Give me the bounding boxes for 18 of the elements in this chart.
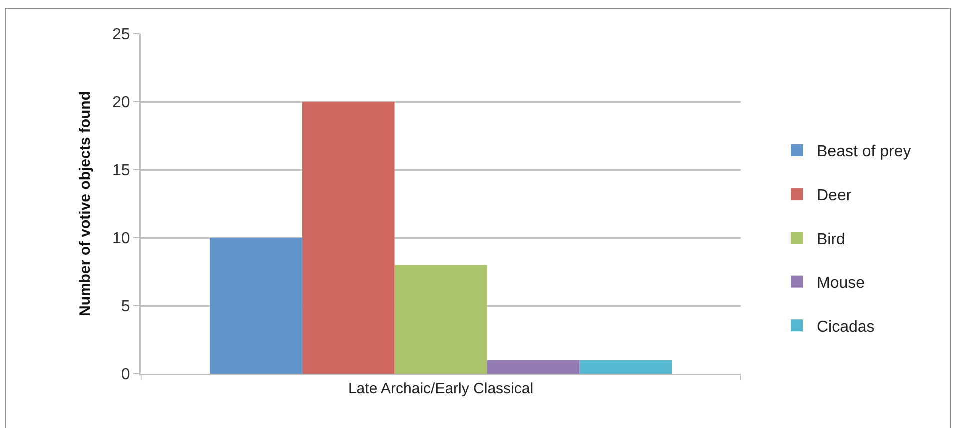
bar [487, 360, 580, 374]
legend-label: Cicadas [817, 318, 875, 336]
y-tick-label: 15 [112, 162, 130, 180]
bar [302, 102, 395, 374]
y-tick-label: 10 [112, 230, 130, 248]
bar [580, 360, 672, 374]
legend-label: Beast of prey [817, 144, 912, 161]
x-tick-label: Late Archaic/Early Classical [348, 380, 534, 398]
legend-label: Bird [817, 231, 846, 248]
y-tick-label: 20 [112, 94, 130, 112]
y-tick-label: 0 [121, 366, 130, 384]
y-axis-title: Number of votive objects found [77, 91, 94, 317]
y-tick-label: 5 [121, 298, 130, 316]
bar [210, 238, 302, 374]
bar [394, 265, 488, 374]
y-tick-label: 25 [112, 26, 130, 44]
legend-label: Deer [817, 187, 852, 204]
legend-label: Mouse [817, 275, 866, 292]
